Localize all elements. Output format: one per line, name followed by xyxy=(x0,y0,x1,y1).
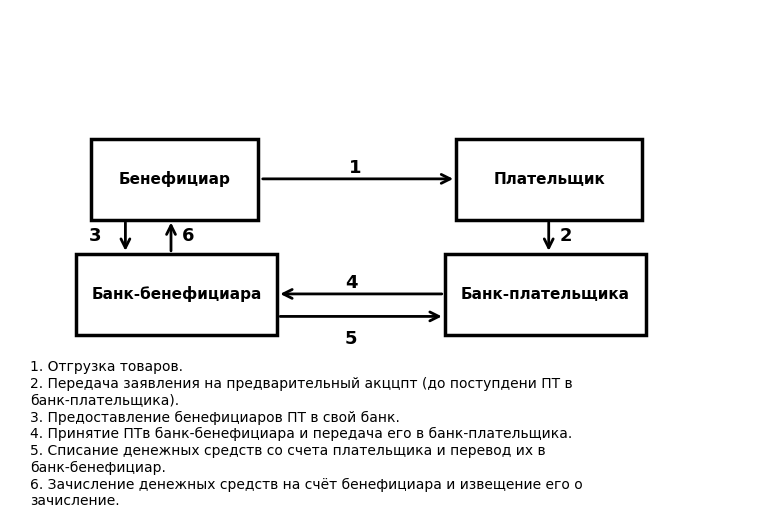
Text: 3: 3 xyxy=(89,228,101,245)
Text: Банк-бенефициара: Банк-бенефициара xyxy=(91,286,262,302)
Text: 3. Предоставление бенефициаров ПТ в свой банк.: 3. Предоставление бенефициаров ПТ в свой… xyxy=(30,411,401,425)
Bar xyxy=(445,254,646,335)
Text: банк-бенефициар.: банк-бенефициар. xyxy=(30,461,166,475)
Text: 1: 1 xyxy=(350,160,362,177)
Text: 4. Принятие ПТв банк-бенефициара и передача его в банк-плательщика.: 4. Принятие ПТв банк-бенефициара и перед… xyxy=(30,427,572,441)
Text: 5. Списание денежных средств со счета плательщика и перевод их в: 5. Списание денежных средств со счета пл… xyxy=(30,444,546,458)
Text: Плательщик: Плательщик xyxy=(493,172,605,187)
Text: 4: 4 xyxy=(345,275,357,292)
Text: 5: 5 xyxy=(345,330,357,348)
Text: 6. Зачисление денежных средств на счёт бенефициара и извещение его о: 6. Зачисление денежных средств на счёт б… xyxy=(30,477,583,492)
Bar xyxy=(76,254,277,335)
Text: 2: 2 xyxy=(560,228,572,245)
Text: 2. Передача заявления на предварительный акццпт (до поступдени ПТ в: 2. Передача заявления на предварительный… xyxy=(30,377,573,391)
Text: зачисление.: зачисление. xyxy=(30,494,120,508)
Bar xyxy=(456,139,642,220)
Bar xyxy=(91,139,258,220)
Text: Банк-плательщика: Банк-плательщика xyxy=(461,287,630,302)
Text: 1. Отгрузка товаров.: 1. Отгрузка товаров. xyxy=(30,360,183,374)
Text: банк-плательщика).: банк-плательщика). xyxy=(30,394,179,408)
Text: Бенефициар: Бенефициар xyxy=(119,171,231,187)
Text: 6: 6 xyxy=(182,228,195,245)
